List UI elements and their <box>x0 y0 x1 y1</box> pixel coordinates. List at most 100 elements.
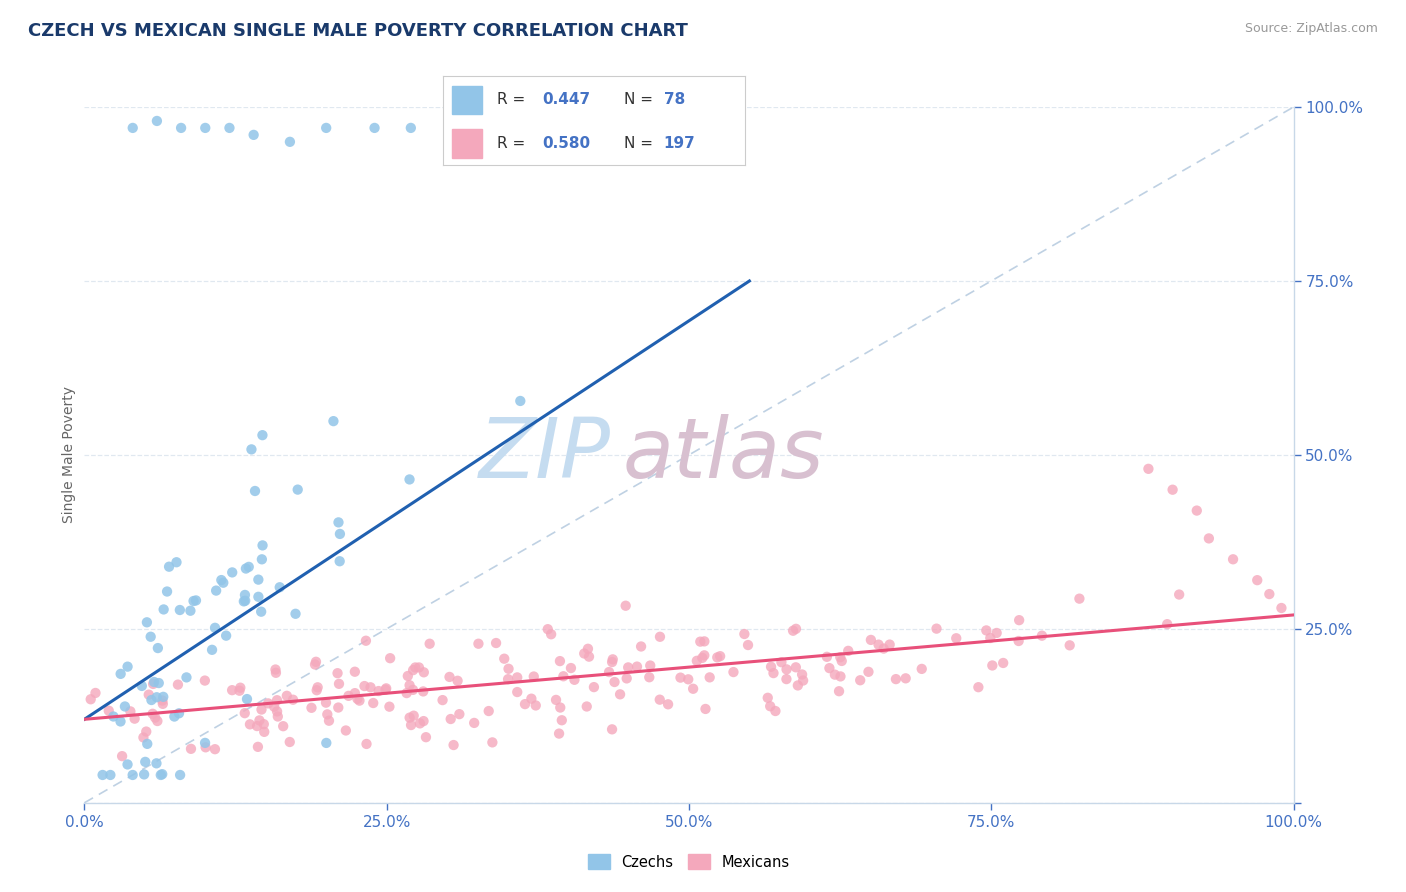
Point <box>233 588 256 602</box>
Text: 197: 197 <box>664 136 696 151</box>
Point <box>169 603 191 617</box>
Point <box>121 120 143 135</box>
Point <box>249 714 271 728</box>
Point <box>305 683 328 698</box>
Point <box>235 561 257 575</box>
Point <box>194 673 217 688</box>
Point <box>117 757 139 772</box>
Point <box>506 685 529 699</box>
Point <box>194 740 217 755</box>
Point <box>443 738 465 752</box>
Point <box>135 615 157 630</box>
Point <box>523 669 546 683</box>
Point <box>979 631 1001 645</box>
Point <box>690 651 713 665</box>
Point <box>440 712 463 726</box>
Point <box>402 682 425 697</box>
Point <box>630 640 652 654</box>
Point <box>524 698 547 713</box>
Point <box>1156 617 1178 632</box>
Point <box>278 135 301 149</box>
Point <box>184 593 207 607</box>
Point <box>398 678 420 692</box>
Point <box>693 634 716 648</box>
Point <box>686 654 709 668</box>
Point <box>315 736 337 750</box>
Point <box>281 692 304 706</box>
Point <box>1222 552 1244 566</box>
Point <box>1069 591 1091 606</box>
Point <box>252 538 274 552</box>
Point <box>152 602 174 616</box>
Point <box>246 719 269 733</box>
Point <box>481 735 503 749</box>
Point <box>375 681 398 696</box>
Text: R =: R = <box>498 136 530 151</box>
Point <box>117 659 139 673</box>
Point <box>1246 573 1268 587</box>
Point <box>80 692 103 706</box>
Point <box>884 672 907 686</box>
Point <box>328 700 350 714</box>
Point <box>134 755 156 769</box>
Point <box>252 428 274 442</box>
Point <box>409 716 432 731</box>
Point <box>287 483 309 497</box>
Point <box>494 651 516 665</box>
Point <box>209 573 232 587</box>
Point <box>657 698 679 712</box>
Point <box>229 681 252 695</box>
Point <box>176 670 198 684</box>
Point <box>638 670 661 684</box>
Point <box>145 756 167 771</box>
Point <box>976 624 998 638</box>
Point <box>221 683 243 698</box>
Point <box>911 662 934 676</box>
Point <box>765 704 787 718</box>
Point <box>318 714 340 728</box>
Point <box>329 554 352 568</box>
Point <box>374 682 396 697</box>
Point <box>266 705 288 719</box>
Point <box>170 120 193 135</box>
Point <box>603 675 626 690</box>
Text: 0.447: 0.447 <box>543 93 591 107</box>
Point <box>243 483 266 498</box>
Point <box>1161 483 1184 497</box>
Point <box>614 599 637 613</box>
Point <box>152 697 174 711</box>
Point <box>139 630 162 644</box>
Point <box>478 704 501 718</box>
Point <box>250 702 273 716</box>
Legend: Czechs, Mexicans: Czechs, Mexicans <box>582 848 796 876</box>
Point <box>247 590 270 604</box>
Point <box>156 584 179 599</box>
Point <box>415 730 437 744</box>
Point <box>233 706 256 721</box>
Point <box>239 717 262 731</box>
Point <box>709 649 731 664</box>
Point <box>648 630 671 644</box>
Point <box>485 636 508 650</box>
Point <box>858 665 880 679</box>
Text: atlas: atlas <box>623 415 824 495</box>
Point <box>617 660 640 674</box>
Point <box>432 693 454 707</box>
Point <box>110 714 132 729</box>
Point <box>301 701 323 715</box>
Point <box>733 627 755 641</box>
Point <box>770 655 793 669</box>
Point <box>363 120 385 135</box>
Point <box>124 712 146 726</box>
Point <box>986 626 1008 640</box>
Point <box>1198 532 1220 546</box>
Point <box>356 737 378 751</box>
Point <box>775 662 797 676</box>
Point <box>378 699 401 714</box>
Point <box>446 673 468 688</box>
Point <box>396 669 419 683</box>
Point <box>513 697 536 711</box>
Point <box>100 768 122 782</box>
Point <box>276 689 298 703</box>
Point <box>537 622 560 636</box>
